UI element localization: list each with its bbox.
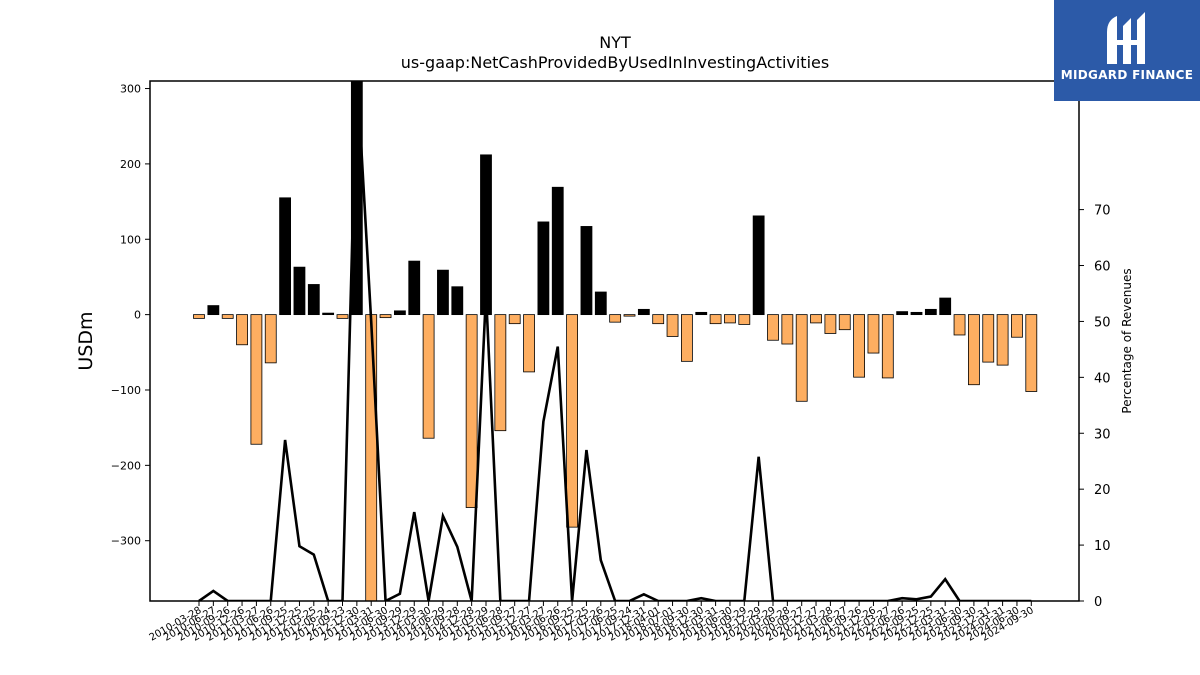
line-series bbox=[198, 81, 1032, 601]
bar-2015-12-27 bbox=[523, 314, 535, 373]
y2-tick-label: 20 bbox=[1094, 483, 1111, 498]
y-tick-label: −100 bbox=[111, 384, 141, 397]
bar-2015-06-28 bbox=[494, 314, 507, 432]
bar-2022-09-25 bbox=[910, 311, 923, 316]
bar-2021-03-28 bbox=[824, 314, 837, 334]
bar-2023-12-31 bbox=[982, 314, 995, 363]
bar-2017-09-24 bbox=[623, 314, 636, 317]
bar-2018-12-30 bbox=[695, 311, 708, 316]
y-tick-label: 0 bbox=[134, 309, 141, 322]
bar-2022-03-27 bbox=[881, 314, 894, 379]
y2-axis-label: Percentage of Revenues bbox=[1120, 268, 1134, 413]
bar-2021-06-27 bbox=[838, 314, 851, 331]
y2-tick-label: 0 bbox=[1094, 595, 1102, 610]
chart-subtitle: us-gaap:NetCashProvidedByUsedInInvesting… bbox=[401, 53, 829, 72]
midgard-logo-icon bbox=[1107, 12, 1145, 64]
bar-2017-12-31 bbox=[637, 308, 650, 316]
bar-2020-09-27 bbox=[795, 314, 808, 402]
bar-2011-06-26 bbox=[264, 314, 277, 364]
bar-2020-03-29 bbox=[767, 314, 779, 341]
bar-2019-09-29 bbox=[738, 314, 751, 325]
y2-tick-label: 70 bbox=[1094, 204, 1111, 219]
revenue-percentage-line bbox=[198, 81, 1032, 601]
bar-2018-07-01 bbox=[666, 314, 679, 337]
bar-2014-03-30 bbox=[422, 314, 435, 439]
y-tick-label: 300 bbox=[120, 83, 141, 96]
bar-2024-09-30 bbox=[1025, 314, 1038, 392]
bar-2017-06-25 bbox=[609, 314, 622, 323]
y2-tick-label: 40 bbox=[1094, 371, 1111, 386]
y2-tick-label: 50 bbox=[1094, 315, 1111, 330]
bar-2012-12-30 bbox=[350, 81, 363, 316]
plot-frame bbox=[149, 80, 1080, 602]
bar-2015-03-29 bbox=[480, 154, 492, 316]
bar-2021-09-26 bbox=[853, 314, 865, 378]
bar-2013-12-29 bbox=[408, 260, 421, 316]
y-tick-label: −200 bbox=[111, 459, 141, 472]
y-axis-label: USDm bbox=[75, 311, 97, 370]
bar-2024-06-30 bbox=[1011, 314, 1023, 338]
bar-2021-12-26 bbox=[867, 314, 880, 354]
y2-tick-label: 30 bbox=[1094, 427, 1111, 442]
bar-2012-06-24 bbox=[322, 312, 335, 316]
bar-2014-12-28 bbox=[465, 314, 478, 508]
bar-2011-03-27 bbox=[250, 314, 263, 445]
bar-2016-09-25 bbox=[566, 314, 578, 528]
y-tick-label: 100 bbox=[120, 233, 141, 246]
bar-series bbox=[193, 81, 1038, 601]
bar-2013-06-30 bbox=[379, 314, 392, 319]
brand-name: MIDGARD FINANCE bbox=[1060, 68, 1194, 82]
bar-2022-06-26 bbox=[896, 311, 909, 316]
bar-2011-12-25 bbox=[293, 266, 306, 316]
bar-2019-03-31 bbox=[709, 314, 722, 325]
bar-2013-03-31 bbox=[365, 314, 378, 601]
bar-2024-03-31 bbox=[996, 314, 1009, 366]
bar-2013-09-29 bbox=[393, 310, 406, 316]
bar-2017-03-26 bbox=[594, 291, 607, 316]
bar-2020-12-27 bbox=[810, 314, 822, 324]
bar-2023-06-30 bbox=[953, 314, 966, 336]
y2-tick-label: 10 bbox=[1094, 539, 1111, 554]
bar-2016-06-26 bbox=[551, 186, 564, 316]
bar-2018-04-01 bbox=[652, 314, 665, 325]
bar-2010-09-26 bbox=[221, 314, 234, 319]
bar-2023-09-30 bbox=[968, 314, 980, 386]
bar-2020-06-28 bbox=[781, 314, 794, 345]
bar-2016-12-25 bbox=[580, 226, 593, 316]
y-tick-label: −300 bbox=[111, 535, 141, 548]
bar-2014-06-29 bbox=[437, 269, 449, 316]
bar-2010-12-26 bbox=[236, 314, 248, 346]
bar-2012-09-23 bbox=[336, 314, 349, 319]
bar-2023-03-31 bbox=[939, 297, 952, 316]
bar-2014-09-28 bbox=[451, 286, 464, 316]
x-axis: 2010-03-282010-06-272010-09-262010-12-26… bbox=[148, 601, 1036, 644]
bar-2019-12-29 bbox=[752, 215, 765, 316]
bar-2010-03-28 bbox=[193, 314, 205, 319]
bar-2022-12-25 bbox=[924, 308, 937, 316]
bar-2012-03-25 bbox=[307, 284, 320, 316]
y2-tick-label: 60 bbox=[1094, 260, 1111, 275]
bar-2019-06-30 bbox=[724, 314, 736, 324]
chart-title: NYT bbox=[599, 33, 631, 52]
bar-2016-03-27 bbox=[537, 221, 550, 316]
bar-2018-09-30 bbox=[681, 314, 693, 362]
bar-2015-09-27 bbox=[508, 314, 521, 325]
y-tick-label: 200 bbox=[120, 158, 141, 171]
brand-logo: MIDGARD FINANCE bbox=[1054, 0, 1200, 101]
bar-2011-09-25 bbox=[279, 197, 292, 316]
y-axis: −300 −200 −100 0 100 200 300 bbox=[111, 83, 150, 548]
bar-2010-06-27 bbox=[207, 305, 220, 316]
y2-axis: 0 10 20 30 40 50 60 70 bbox=[1079, 204, 1111, 610]
